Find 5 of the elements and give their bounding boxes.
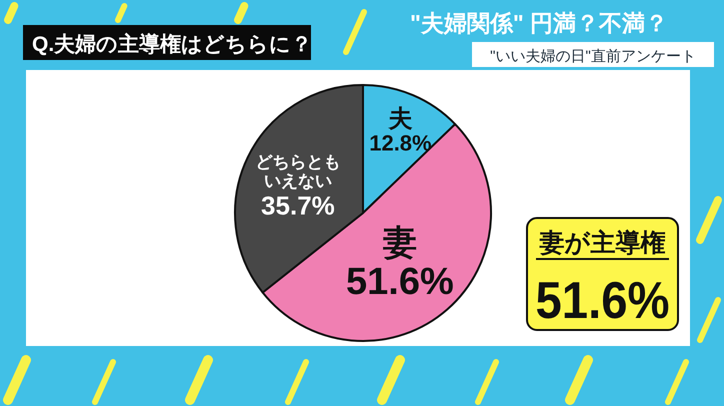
annotation: 妻が主導権 bbox=[540, 229, 666, 257]
annotation: 51.6% bbox=[536, 272, 683, 330]
title: Q.夫婦の主導権はどちらに？ bbox=[32, 33, 312, 56]
annotation: "夫婦関係" 円満？不満？ bbox=[410, 10, 668, 36]
subtitle: "いい夫婦の日"直前アンケート bbox=[490, 48, 696, 65]
